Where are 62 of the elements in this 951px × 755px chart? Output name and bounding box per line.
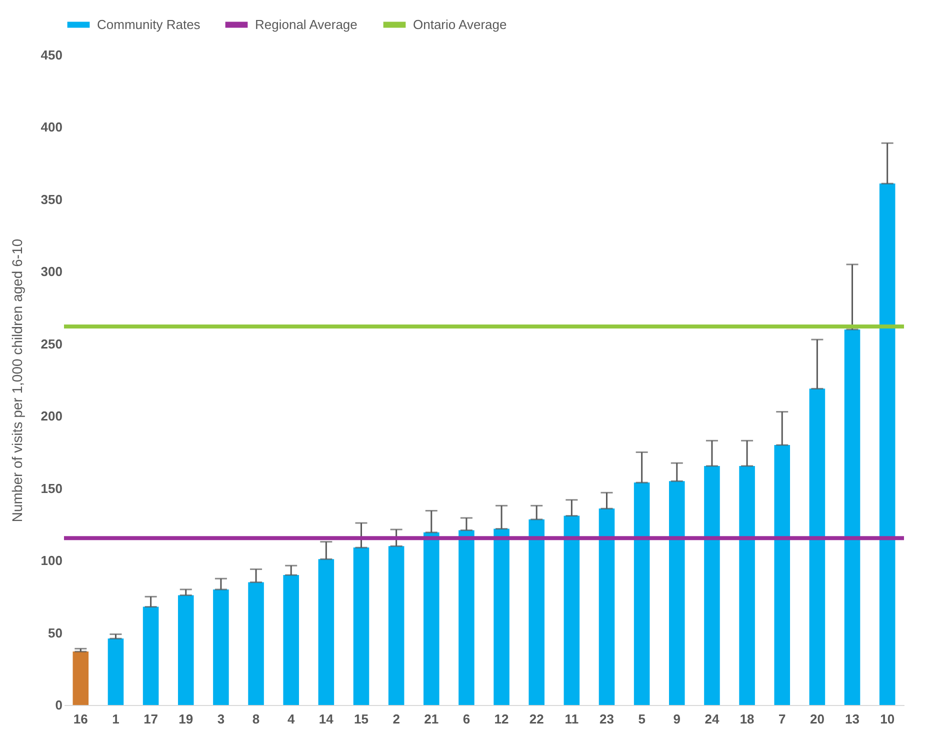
- bar: [494, 528, 510, 705]
- bar: [844, 329, 860, 705]
- bar: [669, 481, 685, 705]
- x-tick-label: 9: [673, 712, 681, 726]
- x-tick-label: 18: [740, 712, 754, 726]
- x-tick-label: 19: [178, 712, 194, 726]
- x-tick-label: 1: [112, 712, 120, 726]
- bar: [353, 548, 370, 705]
- bar: [72, 652, 89, 705]
- bar: [318, 559, 334, 705]
- bar: [458, 530, 474, 705]
- y-tick-label: 200: [40, 408, 62, 424]
- x-tick-label: 16: [73, 712, 88, 726]
- legend-label: Regional Average: [255, 16, 358, 32]
- x-tick-label: 14: [318, 712, 334, 726]
- x-tick-label: 20: [810, 712, 824, 726]
- x-tick-label: 12: [494, 712, 509, 726]
- bar: [108, 638, 124, 705]
- y-tick-label: 100: [40, 553, 62, 568]
- x-tick-label: 11: [564, 712, 579, 726]
- bar: [528, 519, 544, 705]
- y-tick-label: 150: [40, 480, 62, 496]
- x-tick-label: 17: [144, 712, 158, 726]
- x-tick-label: 13: [845, 712, 860, 726]
- y-axis-title: Number of visits per 1,000 children aged 6-10: [8, 238, 25, 522]
- y-tick-label: 250: [40, 336, 62, 352]
- legend-label: Community Rates: [97, 16, 201, 32]
- bar: [213, 589, 229, 705]
- bar: [879, 184, 896, 705]
- bar: [142, 606, 159, 705]
- x-tick-label: 15: [354, 712, 368, 726]
- x-tick-label: 2: [392, 712, 400, 726]
- y-tick-label: 400: [40, 120, 62, 135]
- bar: [598, 508, 615, 705]
- x-tick-label: 5: [638, 712, 646, 726]
- bar: [634, 482, 650, 705]
- bar: [283, 575, 299, 705]
- bar: [564, 516, 580, 705]
- x-tick-label: 3: [217, 712, 225, 726]
- x-tick-label: 4: [287, 712, 296, 726]
- y-tick-label: 300: [40, 264, 62, 280]
- x-tick-label: 24: [704, 712, 720, 726]
- y-tick-label: 350: [40, 192, 62, 207]
- bar: [739, 466, 755, 705]
- y-tick-label: 450: [40, 48, 62, 62]
- bar: [704, 466, 720, 705]
- x-tick-label: 8: [252, 712, 260, 726]
- x-tick-label: 7: [778, 712, 786, 726]
- y-tick-label: 50: [48, 625, 62, 640]
- bar: [424, 532, 440, 705]
- bar: [248, 582, 264, 705]
- y-tick-label: 0: [55, 698, 62, 712]
- bar: [774, 445, 790, 705]
- x-tick-label: 23: [600, 712, 614, 726]
- x-tick-label: 10: [880, 712, 895, 726]
- bar: [178, 595, 194, 705]
- bar: [388, 546, 404, 705]
- bar: [809, 388, 826, 705]
- legend-label: Ontario Average: [413, 16, 507, 32]
- x-tick-label: 21: [424, 712, 439, 726]
- x-tick-label: 6: [462, 712, 470, 726]
- x-tick-label: 22: [529, 712, 544, 726]
